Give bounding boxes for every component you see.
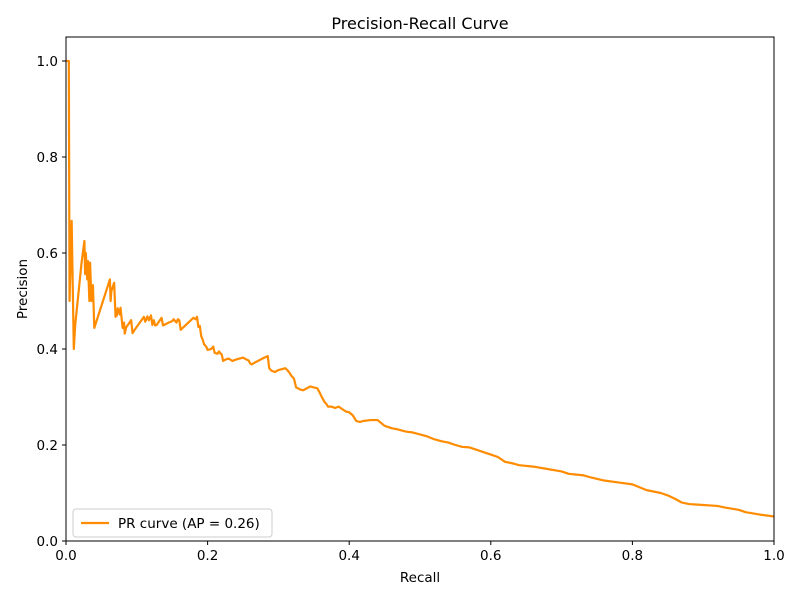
axes: 0.0 0.2 0.4 0.6 0.8 1.0 0.0 0.2 0.4 0.6 0.8 1.0 xyxy=(37,36,785,564)
y-tick-label: 0.8 xyxy=(37,150,58,166)
x-axis-label: Recall xyxy=(400,570,440,586)
chart-title: Precision-Recall Curve xyxy=(331,14,508,33)
x-tick-label: 0.0 xyxy=(55,548,76,564)
x-tick-label: 0.6 xyxy=(480,548,501,564)
axes-frame xyxy=(65,36,775,542)
y-tick-label: 0.2 xyxy=(37,438,58,454)
x-tick-label: 0.2 xyxy=(197,548,218,564)
x-tick-label: 1.0 xyxy=(763,548,784,564)
legend-box xyxy=(72,508,273,538)
legend-entry: PR curve (AP = 0.26) xyxy=(118,516,260,532)
y-tick-label: 0.0 xyxy=(37,534,58,550)
y-tick-label: 0.4 xyxy=(37,342,58,358)
plot-area xyxy=(66,59,775,518)
y-axis-label: Precision xyxy=(15,259,31,319)
y-tick-label: 0.6 xyxy=(37,246,58,262)
series-line-0 xyxy=(66,59,775,518)
legend: PR curve (AP = 0.26) xyxy=(72,508,273,538)
x-tick-label: 0.4 xyxy=(338,548,359,564)
y-tick-label: 1.0 xyxy=(37,54,58,70)
x-tick-label: 0.8 xyxy=(622,548,643,564)
